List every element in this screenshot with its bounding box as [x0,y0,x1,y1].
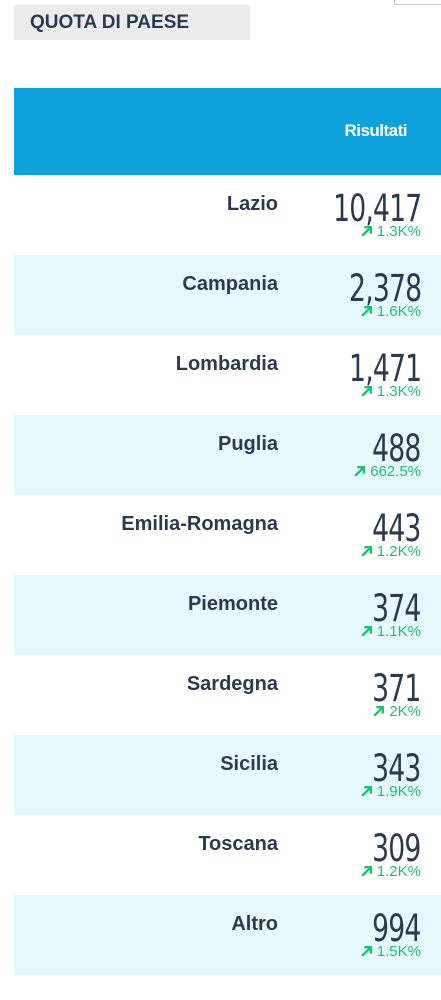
trend-arrow [373,705,385,717]
table-row: Lombardia 1,471 1.3K% [14,335,441,415]
change-value: 662.5% [370,463,421,480]
region-name: Puglia [217,433,278,455]
region-name: Sicilia [220,753,278,775]
trend-arrow [361,545,372,557]
region-name: Emilia-Romagna [121,513,278,535]
change-value: 1.9K% [376,783,421,800]
region-name: Toscana [198,833,278,855]
change-value: 1.1K% [376,623,421,640]
corner-frame [394,0,441,5]
trend-arrow [361,945,372,957]
trend-arrow [354,465,366,477]
trend-arrow [361,865,372,877]
trend-arrow [361,785,372,797]
trend-arrow [361,305,372,317]
region-name: Sardegna [186,673,278,695]
table-row: Sardegna 371 2K% [14,655,441,735]
change-value: 1.6K% [376,303,421,320]
result-value: 2,378 [348,267,422,310]
result-value: 374 [372,587,422,630]
change-indicator: 1.9K% [360,783,421,800]
change-indicator: 662.5% [353,463,421,480]
table-row: Emilia-Romagna 443 1.2K% [14,495,441,575]
column-header: Risultati [344,121,407,140]
table-row: Toscana 309 1.2K% [14,815,441,895]
result-value: 309 [372,827,422,870]
change-indicator: 1.2K% [360,863,421,880]
region-name: Lombardia [175,353,278,375]
change-indicator: 1.5K% [360,943,421,960]
table-row: Campania 2,378 1.6K% [14,255,441,335]
result-value: 371 [372,667,422,710]
change-indicator: 2K% [372,703,421,720]
change-value: 1.2K% [376,863,421,880]
change-indicator: 1.2K% [360,543,421,560]
change-value: 1.5K% [376,943,421,960]
change-indicator: 1.3K% [360,383,421,400]
change-value: 1.3K% [376,223,421,240]
region-name: Altro [231,913,278,935]
table-row: Piemonte 374 1.1K% [14,575,441,655]
result-value: 343 [372,747,422,790]
region-name: Lazio [226,193,278,215]
change-indicator: 1.6K% [360,303,421,320]
change-indicator: 1.1K% [360,623,421,640]
result-value: 1,471 [348,347,422,390]
trend-arrow [361,225,372,237]
result-value: 994 [372,907,422,950]
table-row: Lazio 10,417 1.3K% [14,175,441,255]
table-row: Sicilia 343 1.9K% [14,735,441,815]
change-value: 2K% [389,703,421,720]
result-value: 443 [372,507,422,550]
result-value: 10,417 [332,187,422,230]
region-name: Campania [182,273,278,295]
region-name: Piemonte [187,593,278,615]
table-row: Puglia 488 662.5% [14,415,441,495]
result-value: 488 [372,427,422,470]
table-header: Risultati [14,88,441,175]
change-value: 1.2K% [376,543,421,560]
trend-arrow [361,385,372,397]
change-value: 1.3K% [376,383,421,400]
section-title: QUOTA DI PAESE [14,5,250,40]
change-indicator: 1.3K% [360,223,421,240]
trend-arrow [361,625,372,637]
table-row: Altro 994 1.5K% [14,895,441,975]
